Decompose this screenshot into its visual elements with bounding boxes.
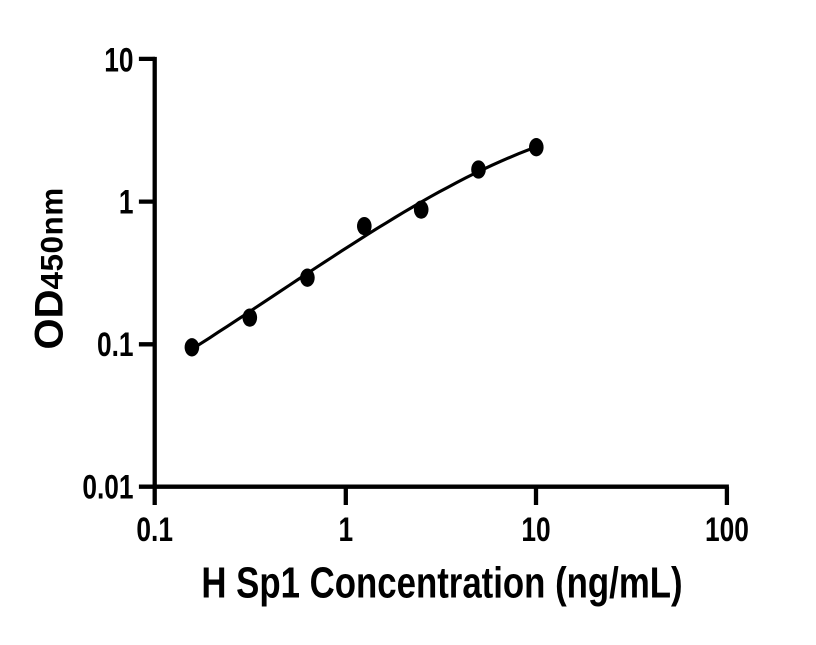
svg-text:0.1: 0.1 [136,510,173,549]
svg-text:1: 1 [119,182,134,221]
svg-text:100: 100 [705,510,749,549]
svg-text:1: 1 [338,510,353,549]
svg-text:0.01: 0.01 [82,467,133,506]
svg-text:10: 10 [521,510,550,549]
svg-text:0.1: 0.1 [97,325,134,364]
svg-text:H Sp1 Concentration (ng/mL): H Sp1 Concentration (ng/mL) [201,559,682,608]
svg-text:OD450nm: OD450nm [28,187,72,349]
svg-text:10: 10 [104,40,133,79]
